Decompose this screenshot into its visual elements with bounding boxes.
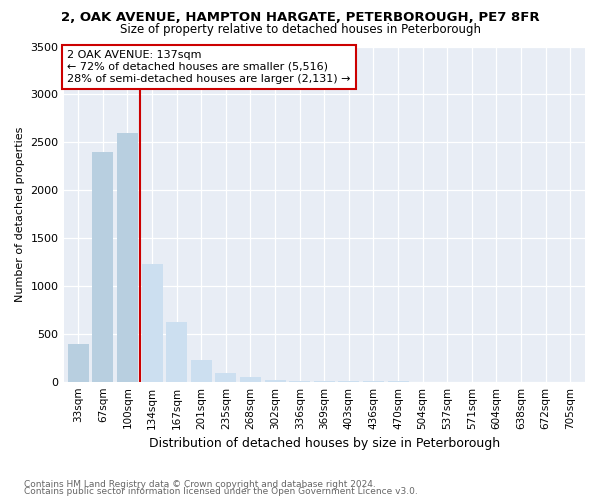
X-axis label: Distribution of detached houses by size in Peterborough: Distribution of detached houses by size … <box>149 437 500 450</box>
Y-axis label: Number of detached properties: Number of detached properties <box>15 126 25 302</box>
Bar <box>142 264 163 382</box>
Bar <box>166 322 187 382</box>
Bar <box>68 344 89 382</box>
Bar <box>92 152 113 382</box>
Text: Contains HM Land Registry data © Crown copyright and database right 2024.: Contains HM Land Registry data © Crown c… <box>24 480 376 489</box>
Bar <box>240 378 261 382</box>
Bar <box>117 132 138 382</box>
Bar <box>314 381 335 382</box>
Bar <box>289 380 310 382</box>
Text: Size of property relative to detached houses in Peterborough: Size of property relative to detached ho… <box>119 22 481 36</box>
Text: 2, OAK AVENUE, HAMPTON HARGATE, PETERBOROUGH, PE7 8FR: 2, OAK AVENUE, HAMPTON HARGATE, PETERBOR… <box>61 11 539 24</box>
Text: 2 OAK AVENUE: 137sqm
← 72% of detached houses are smaller (5,516)
28% of semi-de: 2 OAK AVENUE: 137sqm ← 72% of detached h… <box>67 50 351 84</box>
Text: Contains public sector information licensed under the Open Government Licence v3: Contains public sector information licen… <box>24 488 418 496</box>
Bar <box>215 373 236 382</box>
Bar <box>265 380 286 382</box>
Bar <box>191 360 212 382</box>
